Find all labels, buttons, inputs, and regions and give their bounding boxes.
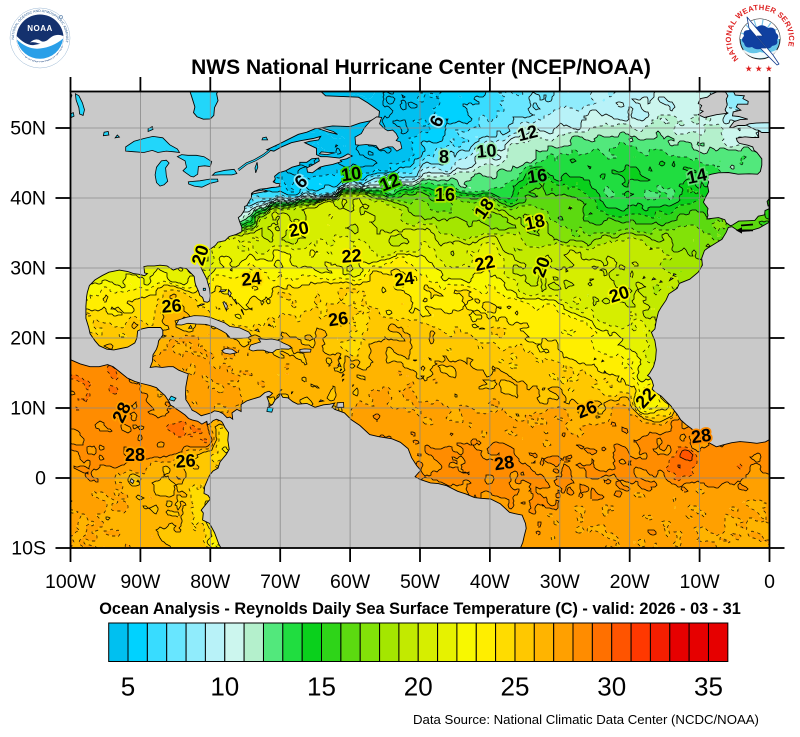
svg-text:★★★: ★★★: [745, 64, 775, 74]
svg-text:10N: 10N: [10, 398, 46, 420]
svg-text:28: 28: [125, 445, 145, 465]
svg-text:10: 10: [210, 672, 239, 702]
svg-text:24: 24: [240, 268, 262, 290]
svg-text:28: 28: [493, 452, 516, 475]
svg-text:22: 22: [341, 245, 362, 266]
svg-text:20: 20: [404, 672, 433, 702]
svg-text:50N: 50N: [10, 118, 46, 140]
svg-text:Data Source: National Climatic: Data Source: National Climatic Data Cent…: [413, 712, 759, 727]
svg-text:26: 26: [175, 450, 196, 471]
svg-text:26: 26: [161, 295, 182, 316]
svg-text:35: 35: [694, 672, 723, 702]
svg-text:60W: 60W: [330, 571, 371, 593]
svg-text:0: 0: [764, 571, 775, 593]
svg-text:NWS National Hurricane Center: NWS National Hurricane Center (NCEP/NOAA…: [191, 56, 651, 79]
svg-text:30W: 30W: [540, 571, 581, 593]
svg-text:10W: 10W: [680, 571, 721, 593]
svg-text:26: 26: [327, 308, 350, 331]
svg-text:30N: 30N: [10, 258, 46, 280]
svg-text:24: 24: [393, 268, 416, 291]
svg-text:30: 30: [597, 672, 626, 702]
svg-text:20W: 20W: [610, 571, 651, 593]
svg-text:10: 10: [476, 140, 498, 162]
svg-text:40N: 40N: [10, 188, 46, 210]
svg-text:40W: 40W: [470, 571, 511, 593]
svg-text:25: 25: [501, 672, 530, 702]
svg-text:Ocean Analysis - Reynolds Dail: Ocean Analysis - Reynolds Daily Sea Surf…: [99, 600, 741, 618]
svg-text:50W: 50W: [400, 571, 441, 593]
svg-text:20: 20: [287, 217, 311, 241]
svg-text:28: 28: [690, 425, 713, 448]
svg-text:80W: 80W: [190, 571, 231, 593]
svg-text:20N: 20N: [10, 328, 46, 350]
svg-text:16: 16: [526, 165, 549, 188]
svg-text:90W: 90W: [120, 571, 161, 593]
svg-text:8: 8: [439, 147, 449, 167]
svg-text:16: 16: [435, 185, 455, 205]
svg-text:70W: 70W: [260, 571, 301, 593]
svg-text:0: 0: [35, 468, 46, 490]
svg-text:18: 18: [523, 210, 547, 234]
svg-text:22: 22: [473, 251, 497, 275]
svg-text:5: 5: [121, 672, 135, 702]
svg-text:10S: 10S: [11, 538, 46, 560]
svg-text:NOAA: NOAA: [27, 24, 53, 33]
svg-text:14: 14: [685, 164, 709, 188]
svg-text:10: 10: [340, 163, 363, 186]
svg-text:100W: 100W: [45, 571, 97, 593]
svg-text:15: 15: [307, 672, 336, 702]
